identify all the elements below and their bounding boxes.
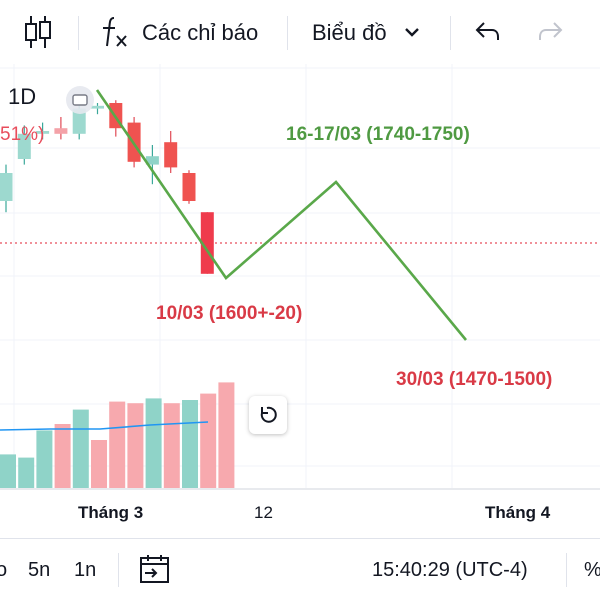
volume-bar	[163, 403, 180, 488]
range-button-partial[interactable]: o	[0, 559, 8, 581]
annotation-target-up: 16-17/03 (1740-1750)	[286, 124, 470, 145]
calendar-goto-icon[interactable]	[138, 553, 172, 585]
redo-icon[interactable]	[536, 20, 564, 44]
candle-body	[0, 173, 13, 201]
bottom-divider	[566, 553, 567, 587]
volume-ma-line	[0, 421, 209, 431]
candle-body	[36, 131, 50, 134]
candle-body	[164, 142, 178, 168]
volume-bar	[72, 409, 89, 488]
time-label-month-3: Tháng 3	[78, 503, 144, 522]
percent-toggle[interactable]: %	[584, 559, 600, 582]
projection-line	[95, 89, 468, 341]
candle-body	[17, 133, 31, 159]
candles-icon[interactable]	[22, 14, 54, 50]
candle-body	[91, 105, 104, 109]
candle-body	[54, 128, 68, 134]
bottom-divider	[118, 553, 119, 587]
volume-bars	[0, 382, 235, 488]
candle-body	[182, 173, 196, 201]
candle-body	[145, 156, 159, 165]
volume-bar	[145, 398, 162, 488]
volume-bar	[109, 401, 126, 488]
toolbar-divider	[450, 16, 451, 50]
drag-handle[interactable]	[66, 86, 94, 114]
indicators-button[interactable]: Các chỉ báo	[142, 20, 259, 45]
annotation-target-down: 30/03 (1470-1500)	[396, 369, 553, 390]
toolbar-divider	[287, 16, 288, 50]
volume-bar	[0, 454, 16, 488]
volume-bar	[182, 400, 198, 488]
time-label-month-4: Tháng 4	[485, 503, 551, 522]
volume-bar	[218, 382, 235, 488]
price-chart[interactable]	[0, 64, 600, 490]
reset-icon	[260, 406, 277, 423]
reset-chart-button[interactable]	[249, 396, 287, 434]
clock-timezone[interactable]: 15:40:29 (UTC-4)	[372, 559, 528, 581]
chevron-down-icon[interactable]	[404, 26, 420, 38]
range-button-1n[interactable]: 1n	[74, 559, 97, 581]
volume-bar	[127, 403, 144, 488]
volume-bar	[36, 430, 53, 488]
interval-label: 1D	[8, 84, 37, 109]
toolbar-divider	[78, 16, 79, 50]
candle-body	[200, 212, 214, 274]
candle-body	[72, 108, 86, 134]
annotation-target-mid: 10/03 (1600+-20)	[156, 303, 303, 324]
change-percent: 51%)	[0, 124, 45, 145]
undo-icon[interactable]	[474, 20, 502, 44]
top-toolbar: Các chỉ báo Biểu đồ	[0, 0, 600, 64]
range-button-5n[interactable]: 5n	[28, 559, 51, 581]
volume-bar	[54, 424, 71, 488]
time-label-12: 12	[254, 503, 273, 522]
chart-type-button[interactable]: Biểu đồ	[312, 20, 387, 45]
volume-bar	[200, 393, 217, 488]
fx-icon[interactable]	[100, 14, 130, 50]
bottom-bar: o 5n 1n 15:40:29 (UTC-4) %	[0, 538, 600, 601]
volume-bar	[18, 457, 35, 488]
volume-bar	[91, 440, 107, 488]
